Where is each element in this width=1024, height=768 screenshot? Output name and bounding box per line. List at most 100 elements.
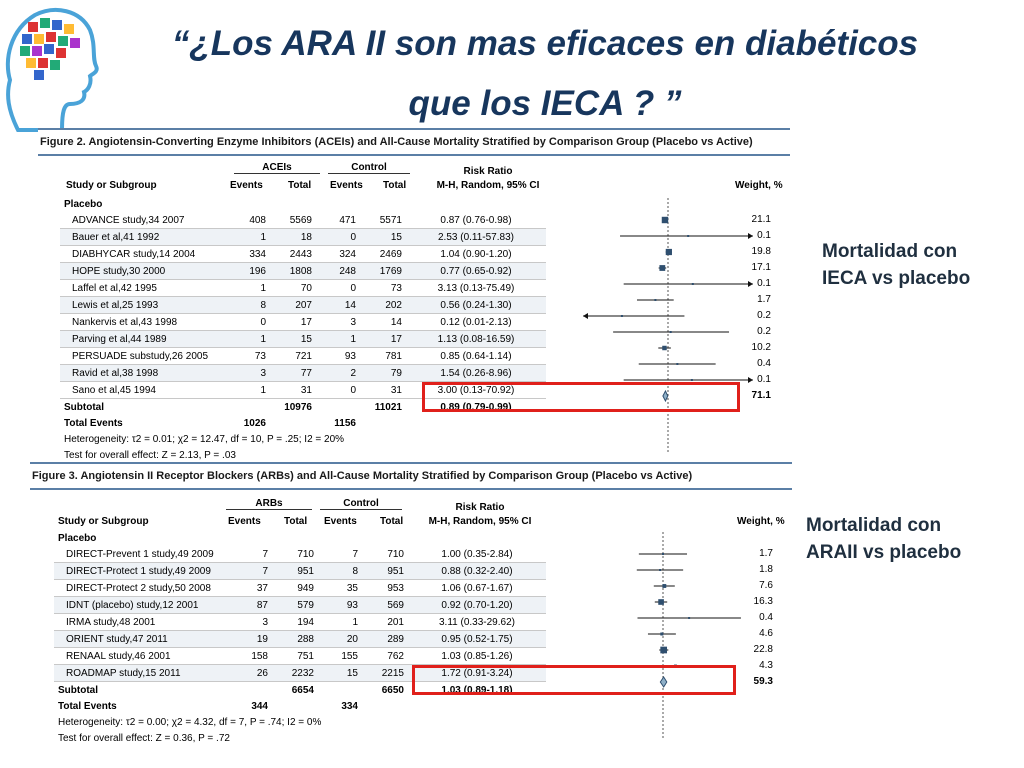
study-name: IDNT (placebo) study,12 2001 [54, 596, 232, 614]
table-row: IRMA study,48 2001 3 194 1 201 3.11 (0.33-29.… [54, 613, 546, 631]
table-row: ORIENT study,47 2011 19 288 20 289 0.95 (0.52… [54, 630, 546, 648]
table-row: DIRECT-Protect 1 study,49 2009 7 951 8 951 0.… [54, 562, 546, 580]
point-estimate-square [658, 599, 664, 605]
treat-total: 2443 [270, 245, 316, 263]
figure-3-caption: Figure 3. Angiotensin II Receptor Blocke… [30, 462, 792, 490]
slide-title-line2: que los IECA ? ” [408, 84, 682, 123]
caption-araii-line1: Mortalidad con [806, 515, 942, 536]
risk-ratio-ci: 0.56 (0.24-1.30) [406, 296, 546, 314]
total-events-control: 1156 [334, 417, 356, 429]
table-row: Sano et al,45 1994 1 31 0 31 3.00 (0.13-70.92… [60, 381, 546, 399]
section-label-2: Placebo [58, 532, 97, 544]
study-name: HOPE study,30 2000 [60, 262, 230, 280]
control-total: 2215 [362, 664, 408, 682]
treat-events: 3 [232, 613, 272, 631]
forest-plot-aceis [583, 198, 753, 452]
weight-value: 21.1 [751, 214, 771, 225]
table-row: ROADMAP study,15 2011 26 2232 15 2215 1.72 (0… [54, 664, 546, 682]
treat-events: 87 [232, 596, 272, 614]
mh-random-header-2: M-H, Random, 95% CI [428, 516, 532, 527]
table-row: HOPE study,30 2000 196 1808 248 1769 0.77 (0.… [60, 262, 546, 280]
subtotal-ci-2: 1.03 (0.89-1.18) [441, 684, 513, 696]
treat-events: 158 [232, 647, 272, 665]
control-events: 155 [318, 647, 362, 665]
subtotal-treat-total-2: 6654 [291, 684, 314, 696]
control-events: 93 [318, 596, 362, 614]
risk-ratio-ci: 1.03 (0.85-1.26) [408, 647, 546, 665]
study-name: Laffel et al,42 1995 [60, 279, 230, 297]
control-events: 0 [316, 381, 360, 399]
weight-value: 22.8 [753, 644, 773, 655]
weights-column-2: 1.7 1.8 7.6 16.3 0.4 4.6 22.8 4.3 59.3 [733, 546, 773, 690]
forest-plot-arbs [636, 532, 741, 738]
highlight-box-arbs [412, 665, 736, 695]
figure-2-panel: Figure 2. Angiotensin-Converting Enzyme … [38, 128, 790, 461]
risk-ratio-ci: 0.95 (0.52-1.75) [408, 630, 546, 648]
point-estimate-square [660, 646, 668, 654]
caption-ieca: Mortalidad con IECA vs placebo [822, 238, 970, 292]
summary-diamond [662, 389, 669, 403]
weight-value: 0.2 [757, 326, 771, 337]
control-events: 35 [318, 579, 362, 597]
study-name: Lewis et al,25 1993 [60, 296, 230, 314]
treat-events: 19 [232, 630, 272, 648]
weight-value: 0.1 [757, 278, 771, 289]
brain-mosaic-logo [5, 8, 99, 132]
risk-ratio-ci: 2.53 (0.11-57.83) [406, 228, 546, 246]
risk-ratio-ci: 3.13 (0.13-75.49) [406, 279, 546, 297]
control-total: 1769 [360, 262, 406, 280]
total-events-label-2: Total Events [58, 700, 117, 712]
weight-value: 0.4 [759, 612, 773, 623]
control-events: 15 [318, 664, 362, 682]
point-estimate-square [669, 331, 672, 333]
table-row: DIRECT-Prevent 1 study,49 2009 7 710 7 710 1.… [54, 546, 546, 563]
treat-total: 949 [272, 579, 318, 597]
control-group-header-2: Control [320, 498, 402, 510]
control-total: 17 [360, 330, 406, 348]
treat-total: 721 [270, 347, 316, 365]
weight-value: 0.2 [757, 310, 771, 321]
total-events-control-2: 334 [341, 700, 358, 712]
control-events: 471 [316, 212, 360, 229]
point-estimate-square [665, 248, 672, 256]
aceis-group-header: ACEIs [234, 162, 320, 174]
control-events: 1 [318, 613, 362, 631]
total-events-label: Total Events [64, 417, 123, 429]
study-name: Nankervis et al,43 1998 [60, 313, 230, 331]
treat-events: 8 [230, 296, 270, 314]
subtotal-weight: 59.3 [753, 676, 773, 687]
control-events-header: Events [330, 180, 363, 191]
table-row: Bauer et al,41 1992 1 18 0 15 2.53 (0.11-57.8… [60, 228, 546, 246]
control-total: 15 [360, 228, 406, 246]
study-name: ADVANCE study,34 2007 [60, 212, 230, 229]
subtotal-label: Subtotal [64, 401, 104, 413]
control-events: 1 [316, 330, 360, 348]
control-events: 248 [316, 262, 360, 280]
table-row: Nankervis et al,43 1998 0 17 3 14 0.12 (0.01-… [60, 313, 546, 331]
weight-value: 10.2 [751, 342, 771, 353]
table-row: RENAAL study,46 2001 158 751 155 762 1.03 (0.… [54, 647, 546, 665]
point-estimate-square [661, 216, 669, 224]
caption-araii: Mortalidad con ARAII vs placebo [806, 512, 961, 566]
table-row: Ravid et al,38 1998 3 77 2 79 1.54 (0.26-8.96… [60, 364, 546, 382]
study-name: ROADMAP study,15 2011 [54, 664, 232, 682]
risk-ratio-ci: 0.85 (0.64-1.14) [406, 347, 546, 365]
weight-value: 0.1 [757, 230, 771, 241]
point-estimate-square [659, 265, 666, 271]
treat-total: 288 [272, 630, 318, 648]
point-estimate-square [690, 379, 693, 381]
weights-column: 21.1 0.1 19.8 17.1 0.1 1.7 0.2 0.2 10.2 0.4 0.1 71.… [731, 212, 771, 404]
treat-total: 207 [270, 296, 316, 314]
subtotal-row-2: Subtotal 6654 6650 1.03 (0.89-1.18) [54, 682, 546, 699]
summary-diamond [659, 676, 668, 688]
subtotal-control-total-2: 6650 [381, 684, 404, 696]
control-total: 710 [362, 546, 408, 563]
point-estimate-square [691, 283, 694, 285]
ci-arrow-right [748, 233, 753, 239]
control-events: 8 [318, 562, 362, 580]
heterogeneity-note: Heterogeneity: τ2 = 0.01; χ2 = 12.47, df… [64, 433, 345, 445]
table-row: DIABHYCAR study,14 2004 334 2443 324 2469 1.0… [60, 245, 546, 263]
control-events: 93 [316, 347, 360, 365]
risk-ratio-ci: 3.11 (0.33-29.62) [408, 613, 546, 631]
point-estimate-square [659, 569, 662, 571]
